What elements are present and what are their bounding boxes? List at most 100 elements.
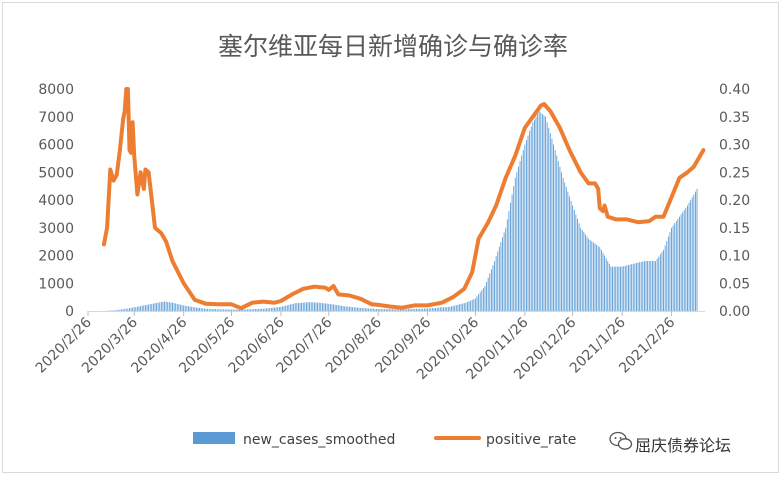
bar xyxy=(350,306,352,311)
bar xyxy=(264,308,266,311)
bar xyxy=(133,307,135,311)
watermark: 屈庆债券论坛 xyxy=(609,431,731,455)
bar xyxy=(277,307,279,311)
bar xyxy=(293,303,295,311)
bar xyxy=(269,308,271,311)
bar xyxy=(159,302,161,311)
bar xyxy=(659,254,661,311)
bar xyxy=(430,308,432,311)
bar xyxy=(114,310,116,311)
bar xyxy=(490,269,492,311)
bar xyxy=(352,307,354,311)
bar xyxy=(353,307,355,311)
bar xyxy=(454,305,456,311)
bar xyxy=(162,301,164,311)
bar xyxy=(602,252,604,311)
bar xyxy=(414,308,416,311)
bar xyxy=(538,111,540,311)
bar xyxy=(113,310,114,311)
bar xyxy=(655,261,657,311)
bar xyxy=(506,219,508,311)
bar xyxy=(423,308,425,311)
bar xyxy=(636,263,637,311)
bar xyxy=(604,255,605,311)
bar xyxy=(140,306,142,311)
bar xyxy=(404,309,406,311)
bar xyxy=(459,304,460,311)
bar xyxy=(677,218,679,311)
bar xyxy=(266,308,268,311)
bar xyxy=(608,263,610,311)
bar xyxy=(325,303,326,311)
bar xyxy=(347,306,349,311)
x-axis: 2020/2/262020/3/262020/4/262020/5/262020… xyxy=(33,311,678,383)
bar xyxy=(519,161,521,311)
bar xyxy=(449,306,451,311)
bar xyxy=(299,302,301,311)
bar xyxy=(221,309,223,311)
bar xyxy=(687,205,688,311)
bar xyxy=(640,261,642,311)
bar xyxy=(342,306,344,311)
bar xyxy=(152,303,154,311)
bar xyxy=(683,209,685,311)
y-left-tick-label: 2000 xyxy=(38,249,74,265)
bar xyxy=(513,186,515,311)
y-right-tick-label: 0.10 xyxy=(719,249,750,265)
bar xyxy=(597,245,599,311)
bar xyxy=(313,302,315,311)
bar xyxy=(382,309,384,311)
bar xyxy=(216,309,218,311)
bar xyxy=(119,309,121,311)
bar xyxy=(693,194,695,311)
bar xyxy=(408,309,409,311)
bar xyxy=(290,304,291,311)
bar xyxy=(441,307,443,311)
bar xyxy=(465,302,467,311)
bar xyxy=(463,303,465,311)
bar xyxy=(254,309,256,311)
bar xyxy=(589,240,591,311)
bar xyxy=(245,309,247,311)
bar xyxy=(537,113,539,311)
bar xyxy=(344,306,346,311)
bar xyxy=(473,299,475,311)
bar xyxy=(345,306,347,311)
bar xyxy=(157,302,159,311)
bar xyxy=(149,304,151,311)
bar xyxy=(529,131,531,311)
bar xyxy=(310,302,312,311)
bar xyxy=(199,307,201,311)
bar xyxy=(588,238,590,311)
bar xyxy=(618,266,620,311)
y-right-axis: 0.00 0.05 0.10 0.15 0.20 0.25 0.30 0.35 0.40 xyxy=(719,82,750,320)
y-right-tick-label: 0.00 xyxy=(719,304,750,320)
bar xyxy=(363,308,365,311)
bar xyxy=(197,307,199,311)
bar xyxy=(559,166,561,311)
bar xyxy=(530,126,532,312)
bar xyxy=(272,307,274,311)
bar xyxy=(136,306,138,311)
bar xyxy=(283,306,285,311)
bar xyxy=(436,307,438,311)
bar xyxy=(580,227,582,311)
bar xyxy=(511,194,513,311)
bar xyxy=(610,266,612,311)
bar xyxy=(489,273,491,311)
bar xyxy=(315,302,317,311)
bar xyxy=(573,209,575,311)
bar xyxy=(667,236,669,311)
bar xyxy=(305,302,307,311)
bar xyxy=(620,266,621,311)
bar xyxy=(433,308,435,311)
bar xyxy=(470,300,472,311)
bar xyxy=(457,304,459,311)
bar xyxy=(460,303,462,311)
bar xyxy=(339,305,341,311)
bar xyxy=(543,115,545,311)
bar xyxy=(390,309,392,311)
bar xyxy=(664,245,666,311)
y-right-tick-label: 0.40 xyxy=(719,82,750,98)
y-right-tick-label: 0.20 xyxy=(719,193,750,209)
